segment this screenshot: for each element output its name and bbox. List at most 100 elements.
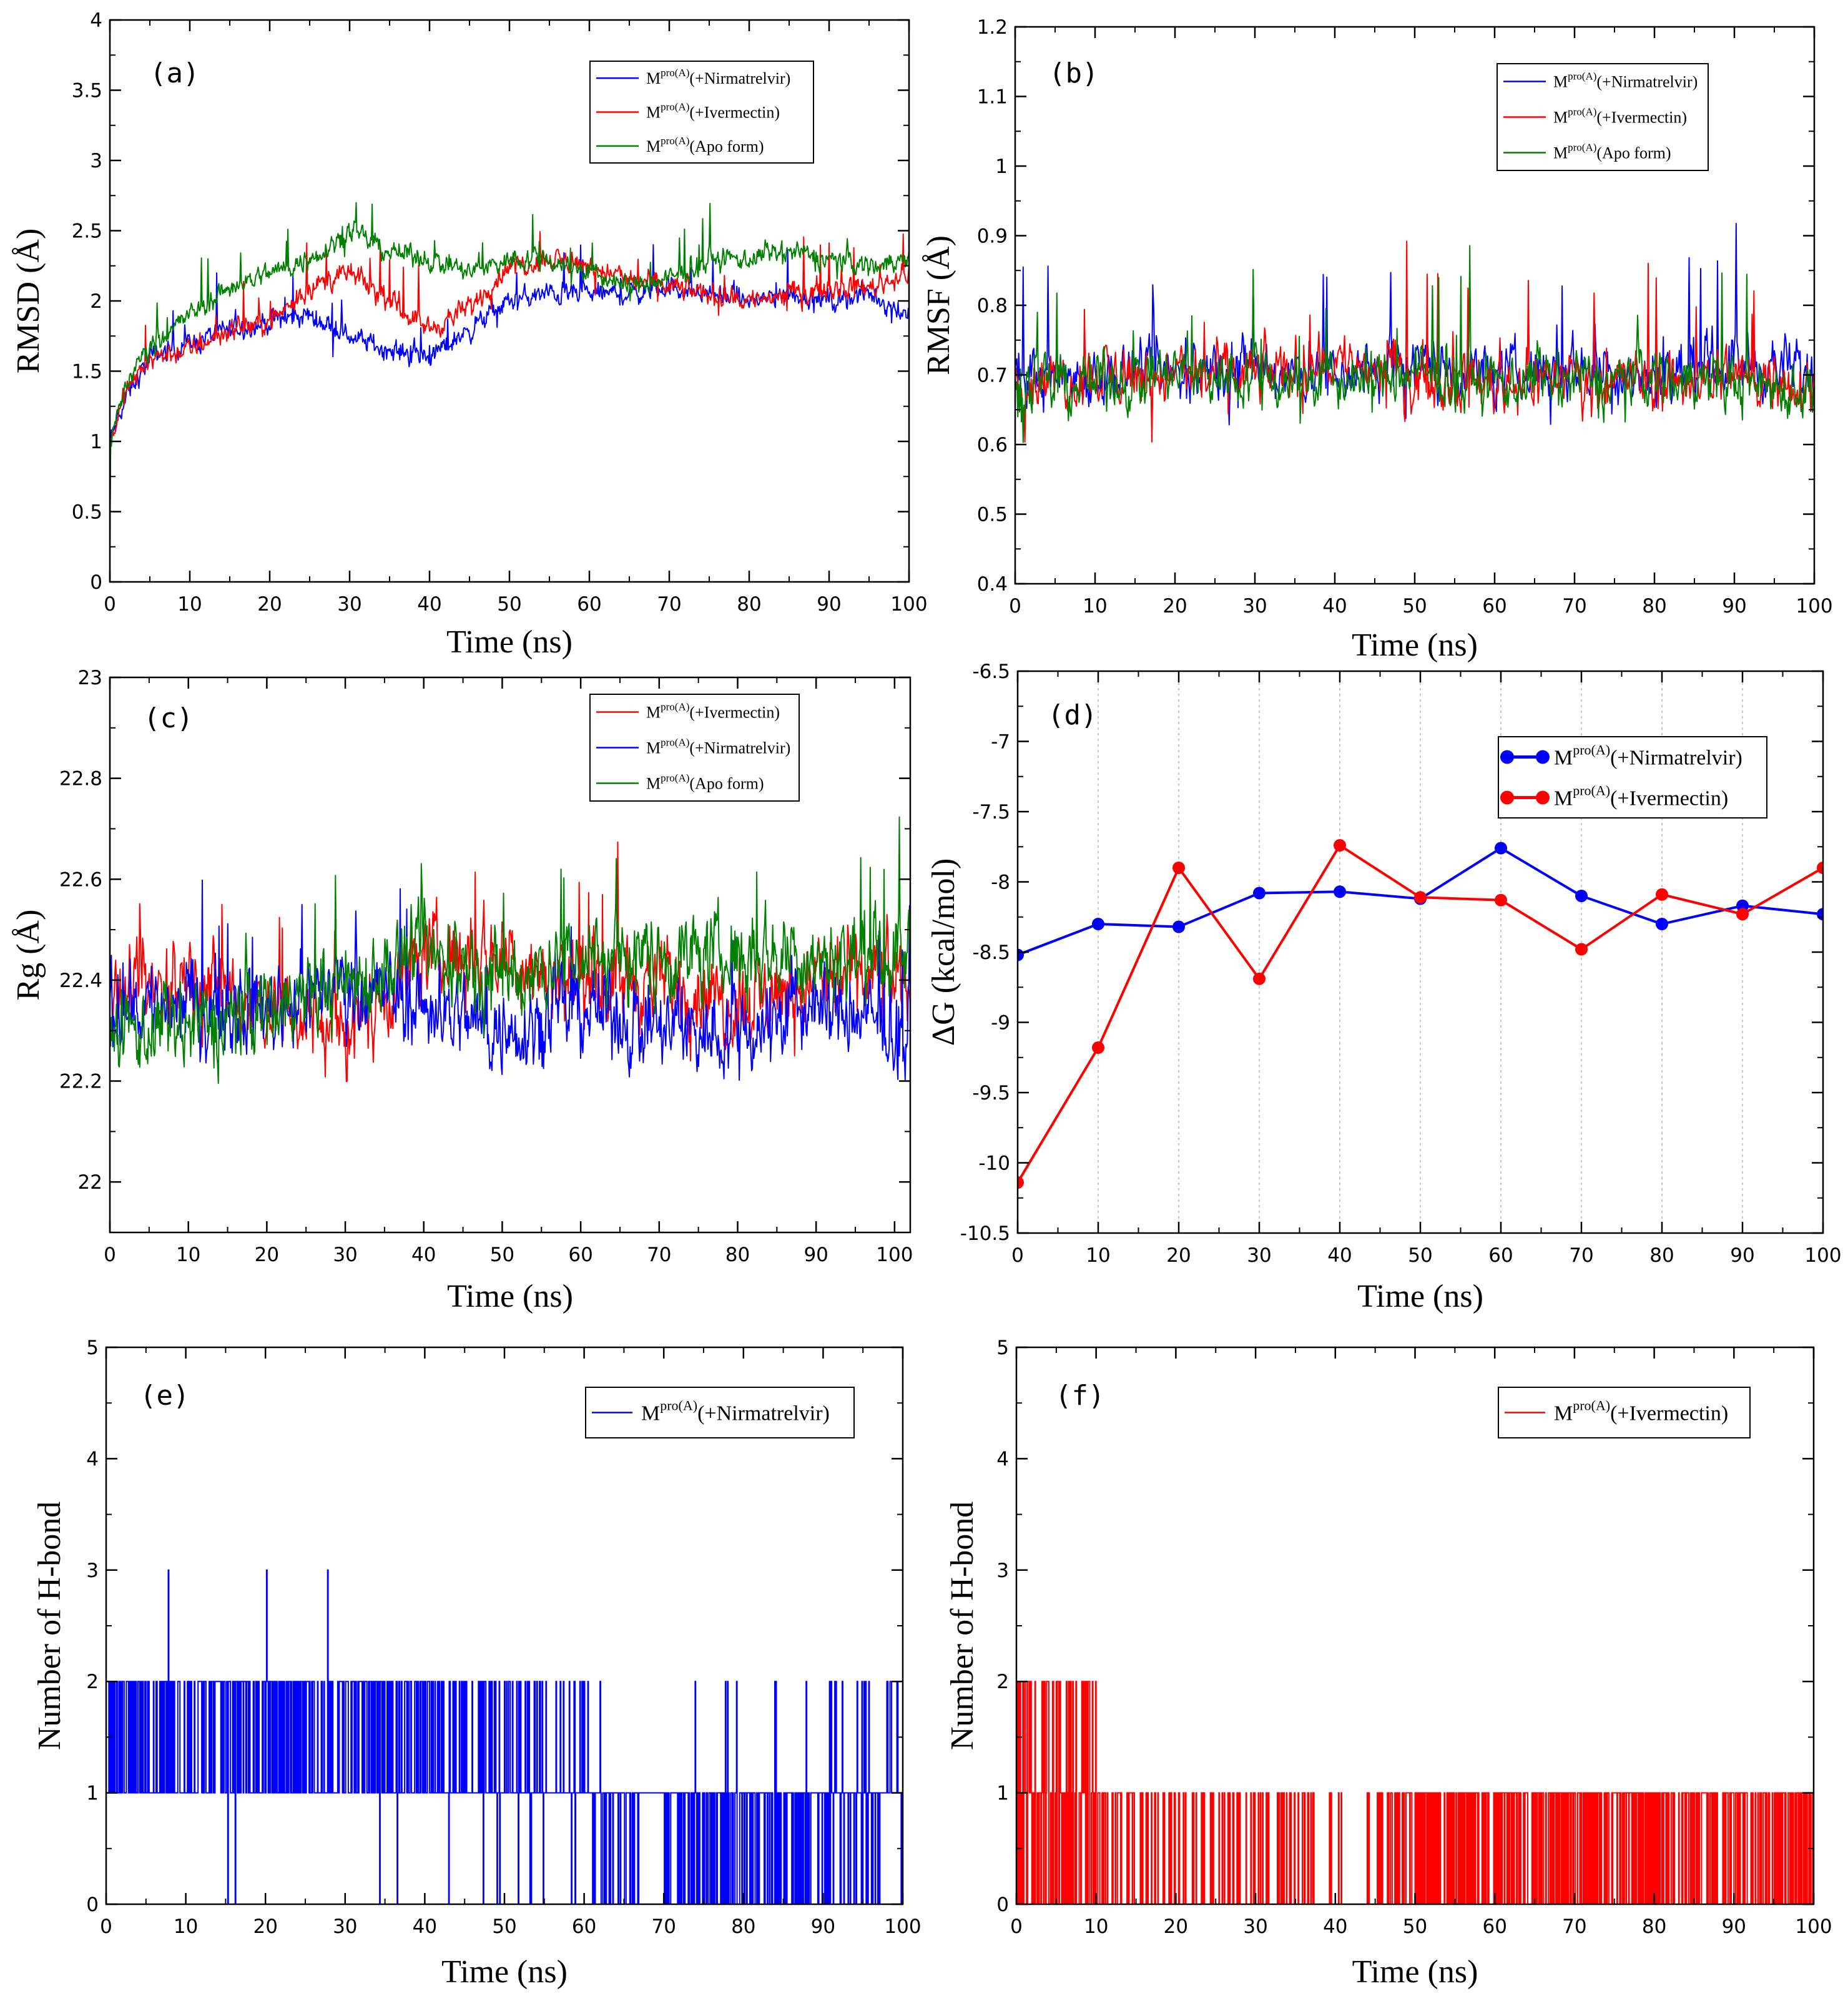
- legend-entry: Mpro(A)(+Ivermectin): [1553, 106, 1687, 127]
- y-tick-label: 1: [86, 1782, 99, 1805]
- x-tick-label: 90: [1722, 1915, 1746, 1938]
- x-tick-label: 50: [1402, 595, 1427, 617]
- panel-label: (e): [140, 1380, 189, 1412]
- axes-frame: [109, 676, 912, 1234]
- x-tick-label: 60: [568, 1244, 592, 1266]
- data-point: [1817, 862, 1823, 874]
- x-tick-label: 60: [1482, 595, 1506, 617]
- plot-area: [110, 202, 909, 554]
- legend: Mpro(A)(+Ivermectin): [1498, 1387, 1751, 1438]
- x-tick-label: 50: [492, 1915, 516, 1938]
- y-tick-label: -10.5: [960, 1222, 1010, 1245]
- y-tick-label: 22.8: [59, 768, 102, 790]
- y-tick-label: 4: [90, 9, 102, 32]
- y-tick-label: 0.5: [72, 501, 102, 524]
- x-tick-label: 10: [1084, 1915, 1108, 1938]
- data-point: [1575, 943, 1588, 956]
- y-tick-label: 2.5: [72, 220, 102, 243]
- panel-a: 0 10 20 30 40 50 60 70 80 90 100 0 0.5 1 1.5 2 2.5 3 3.5 4 T…: [11, 9, 928, 660]
- legend: Mpro(A)(+Nirmatrelvir): [585, 1387, 855, 1438]
- y-axis-label: RMSD (Å): [11, 229, 46, 374]
- x-tick-label: 50: [497, 593, 521, 616]
- y-tick-label: 1: [90, 431, 102, 453]
- y-tick-label: 4: [86, 1448, 99, 1470]
- x-tick-label: 10: [1086, 1244, 1110, 1267]
- legend-entry: Mpro(A)(+Nirmatrelvir): [1553, 71, 1698, 91]
- x-tick-label: 60: [1488, 1244, 1513, 1267]
- y-tick-label: 22.6: [59, 868, 102, 891]
- y-axis-label: ΔG (kcal/mol): [926, 858, 961, 1046]
- x-tick-label: 20: [255, 1244, 279, 1266]
- x-tick-label: 0: [100, 1915, 112, 1938]
- plot-area: [106, 1569, 903, 1904]
- x-tick-label: 0: [1009, 595, 1021, 617]
- x-tick-label: 10: [1083, 595, 1107, 617]
- plot-area: [1015, 223, 1814, 443]
- y-tick-label: 1.5: [72, 361, 102, 383]
- y-tick-label: 1: [996, 1782, 1009, 1805]
- panel-f: 0 10 20 30 40 50 60 70 80 90 100 0 1 2 3 4 5 Time (ns) Num…: [945, 1337, 1832, 1990]
- legend: Mpro(A)(+Nirmatrelvir) Mpro(A)(+Ivermecti…: [589, 61, 814, 164]
- data-point: [1172, 920, 1185, 933]
- data-point: [1495, 842, 1507, 855]
- panel-label: (c): [144, 702, 193, 734]
- series-line-0: [110, 244, 909, 554]
- y-tick-label: -7: [991, 731, 1010, 754]
- x-tick-label: 30: [337, 593, 361, 616]
- y-tick-label: 5: [996, 1337, 1009, 1359]
- y-tick-label: 1.1: [977, 86, 1008, 109]
- y-tick-label: 0.5: [977, 504, 1008, 526]
- y-tick-label: 3.5: [72, 80, 102, 102]
- legend-entry: Mpro(A)(+Ivermectin): [646, 701, 780, 722]
- y-axis-label: Number of H-bond: [32, 1502, 67, 1751]
- x-tick-label: 30: [1243, 1915, 1267, 1938]
- legend-entry: Mpro(A)(+Nirmatrelvir): [646, 67, 790, 87]
- x-tick-label: 30: [1247, 1244, 1271, 1267]
- panel-label: (f): [1055, 1380, 1104, 1412]
- x-tick-label: 90: [811, 1915, 835, 1938]
- x-tick-label: 80: [725, 1244, 750, 1266]
- series-line-0: [1016, 1681, 1814, 1904]
- y-axis-label: Rg (Å): [11, 910, 46, 1001]
- y-tick-label: 3: [86, 1560, 99, 1582]
- legend-entry: Mpro(A)(+Nirmatrelvir): [1554, 742, 1742, 770]
- legend-entry: Mpro(A)(+Nirmatrelvir): [641, 1398, 830, 1425]
- x-tick-label: 0: [104, 1244, 116, 1266]
- y-tick-label: -9.5: [973, 1082, 1011, 1104]
- y-tick-label: 0.9: [977, 225, 1008, 248]
- x-tick-label: 10: [176, 1244, 200, 1266]
- panel-label: (a): [150, 57, 199, 89]
- data-point: [1656, 918, 1668, 930]
- data-point: [1018, 1176, 1024, 1189]
- x-tick-label: 100: [890, 593, 927, 616]
- x-tick-label: 70: [647, 1244, 671, 1266]
- legend-entry: Mpro(A)(Apo form): [646, 772, 764, 793]
- data-point: [1736, 908, 1749, 921]
- data-point: [1172, 862, 1185, 874]
- y-tick-label: 0: [90, 571, 102, 594]
- y-tick-label: 22.4: [59, 970, 102, 992]
- x-tick-label: 40: [1322, 595, 1347, 617]
- x-tick-label: 90: [1730, 1244, 1754, 1267]
- x-tick-label: 10: [174, 1915, 198, 1938]
- x-tick-label: 0: [1010, 1915, 1023, 1938]
- y-tick-label: 22.2: [59, 1071, 102, 1093]
- y-tick-label: 0.6: [977, 434, 1008, 456]
- x-tick-label: 40: [417, 593, 441, 616]
- x-tick-label: 20: [257, 593, 282, 616]
- series-line-0: [106, 1569, 903, 1904]
- x-tick-label: 100: [876, 1244, 913, 1266]
- data-point: [1495, 893, 1507, 907]
- panel-d: 0 10 20 30 40 50 60 70 80 90 100 -10.5 -10 -9.5 -9 -8.5…: [926, 661, 1842, 1314]
- data-point: [1656, 888, 1668, 901]
- x-tick-label: 80: [737, 593, 761, 616]
- data-point: [1253, 972, 1266, 985]
- x-tick-label: 70: [1569, 1244, 1593, 1267]
- x-tick-label: 70: [1562, 1915, 1586, 1938]
- x-tick-label: 80: [1649, 1244, 1674, 1267]
- legend-entry: Mpro(A)(+Ivermectin): [646, 101, 780, 122]
- y-tick-label: -10: [978, 1153, 1010, 1175]
- x-tick-label: 80: [1642, 1915, 1666, 1938]
- plot-area: [1016, 1681, 1814, 1904]
- x-axis-label: Time (ns): [447, 1279, 573, 1314]
